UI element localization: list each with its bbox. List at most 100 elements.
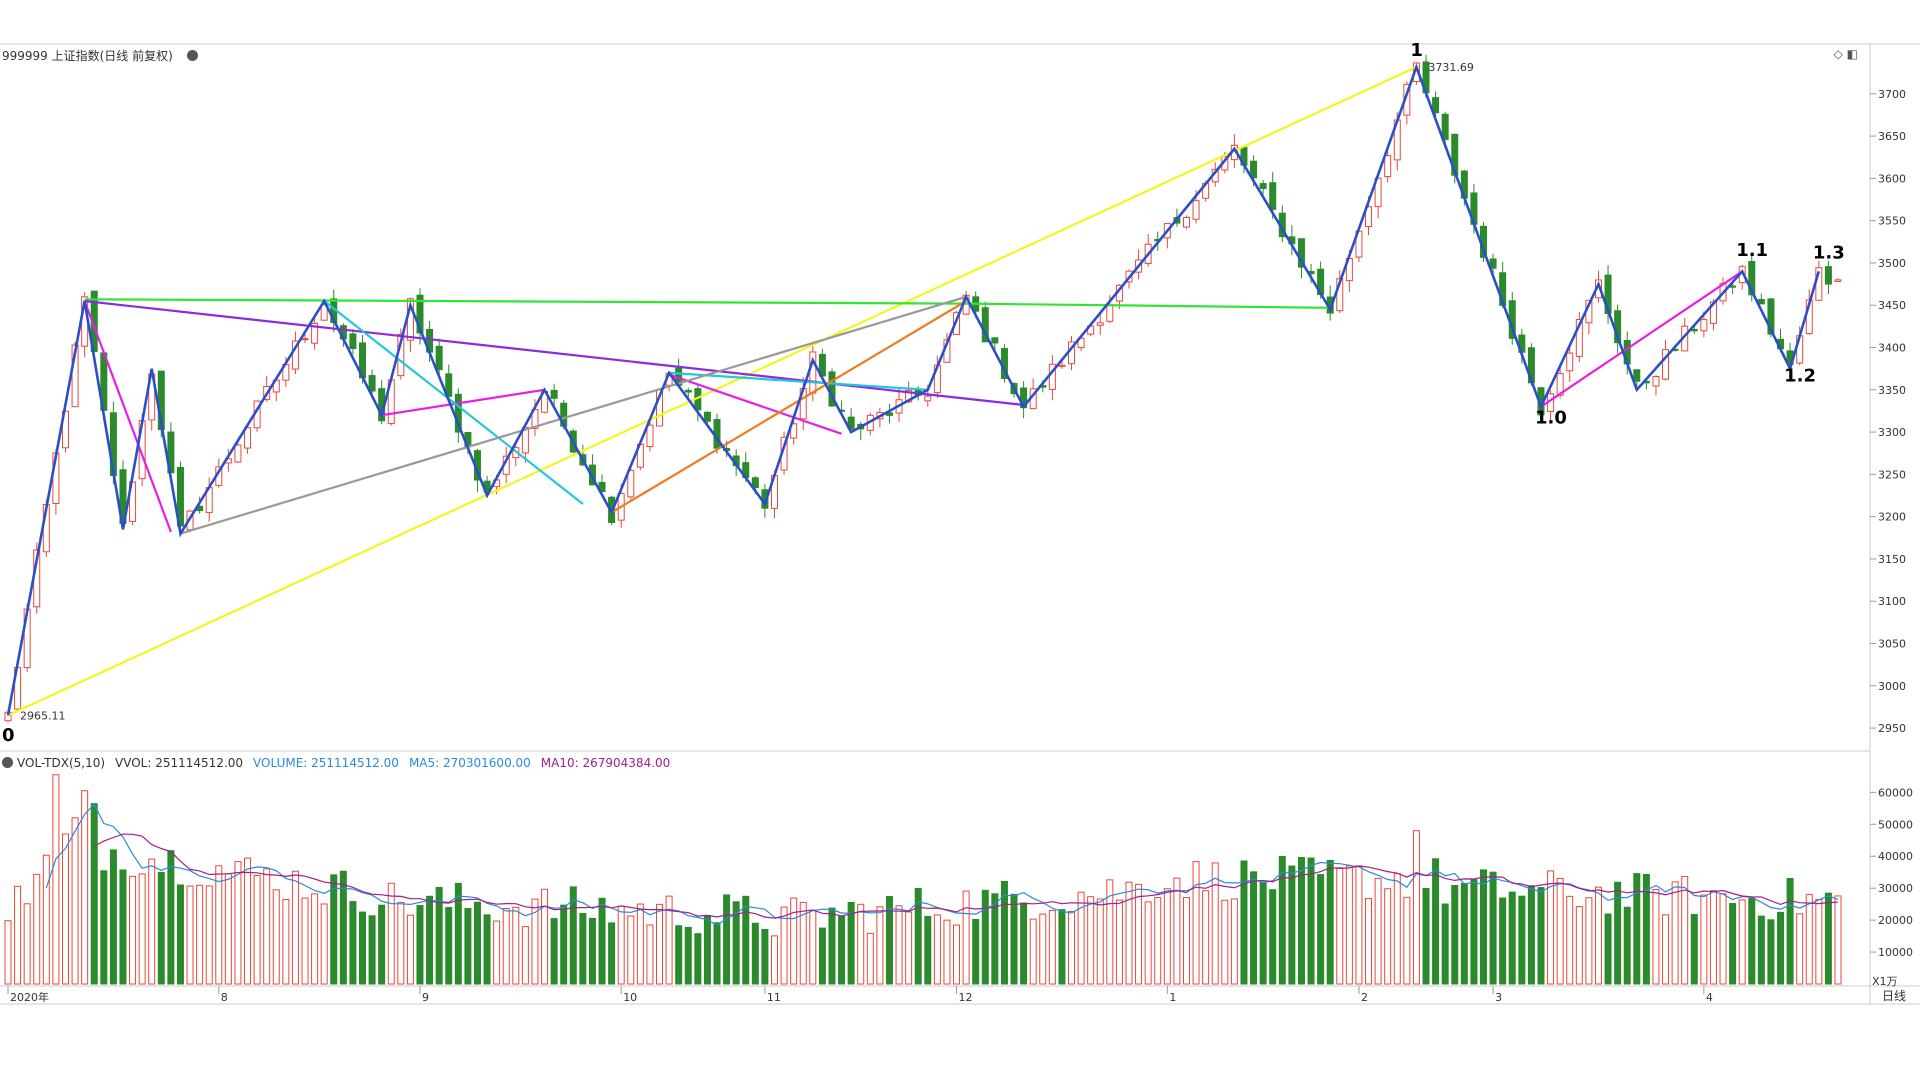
volume-bar <box>1365 898 1373 985</box>
volume-header: VOL-TDX(5,10) VVOL: 251114512.00 VOLUME: 2… <box>2 756 680 770</box>
diamond-icon[interactable]: ◇ <box>1833 47 1843 61</box>
volume-bar <box>368 915 376 985</box>
volume-bar <box>378 904 386 985</box>
volume-bar <box>713 922 721 985</box>
volume-bar <box>464 908 472 985</box>
candle-body <box>550 389 558 399</box>
volume-bar <box>1422 887 1430 985</box>
volume-bar <box>4 920 12 985</box>
month-tick-label: 9 <box>422 991 429 1004</box>
volume-bars <box>4 774 1842 985</box>
candle-body <box>445 373 453 397</box>
volume-bar <box>14 885 22 985</box>
wave-annotations: 0 1 1.0 1.1 1.2 1.3 2965.11 3731.69 <box>2 40 1845 746</box>
volume-bar <box>1048 909 1056 985</box>
volume-bar <box>1250 871 1258 985</box>
volume-settings-icon[interactable] <box>2 757 13 768</box>
candle-body <box>1824 266 1832 285</box>
volume-bar <box>943 919 951 985</box>
volume-bar <box>742 895 750 985</box>
volume-bar <box>1671 881 1679 985</box>
volume-bar <box>933 914 941 985</box>
candle-body <box>703 411 711 422</box>
volume-bar <box>1115 899 1123 985</box>
candle-body <box>1566 352 1574 372</box>
price-tick-label: 3500 <box>1878 257 1906 270</box>
volume-bar <box>598 897 606 985</box>
volume-bar <box>157 871 165 985</box>
extreme-price-label: 2965.11 <box>20 709 66 722</box>
volume-bar <box>311 893 319 985</box>
volume-bar <box>1767 919 1775 985</box>
candle-body <box>1096 322 1104 326</box>
volume-bar <box>1345 865 1353 985</box>
volume-bar <box>608 922 616 985</box>
volume-bar <box>1556 877 1564 985</box>
volume-bar <box>1336 867 1344 985</box>
volume-bar <box>656 903 664 985</box>
volume-bar <box>1594 886 1602 985</box>
volume-bar <box>1508 891 1516 985</box>
volume-bar <box>1834 895 1842 985</box>
volume-bar <box>521 926 529 985</box>
wave-polyline <box>6 63 1821 716</box>
volume-bar <box>272 889 280 985</box>
volume-bar <box>703 914 711 985</box>
volume-bar <box>1805 894 1813 985</box>
volume-bar <box>770 935 778 985</box>
volume-bar <box>627 915 635 985</box>
volume-bar <box>694 933 702 985</box>
candle-body <box>1432 97 1440 114</box>
volume-bar <box>1106 879 1114 985</box>
volume-bar <box>205 885 213 985</box>
candle-body <box>320 304 328 321</box>
volume-bar <box>809 909 817 985</box>
volume-bar <box>838 916 846 985</box>
volume-bar <box>665 895 673 985</box>
candle-body <box>1767 298 1775 335</box>
settings-circle-icon[interactable] <box>186 50 198 61</box>
candle-body <box>1269 182 1277 210</box>
volume-bar <box>857 903 865 985</box>
volume-bar <box>81 790 89 985</box>
volume-bar <box>234 861 242 985</box>
ma5-value: MA5: 270301600.00 <box>408 756 531 770</box>
volume-bar <box>148 858 156 985</box>
volume-bar <box>1642 873 1650 985</box>
chart-title-text: 999999 上证指数(日线 前复权) <box>2 49 173 63</box>
volume-bar <box>1662 914 1670 985</box>
volume-bar <box>972 918 980 985</box>
extreme-price-label: 3731.69 <box>1428 61 1474 74</box>
volume-bar <box>90 803 98 985</box>
volume-bar <box>253 875 261 985</box>
volume-bar <box>1010 893 1018 985</box>
candle-body <box>1058 364 1066 367</box>
volume-bar <box>991 893 999 985</box>
candle-body <box>244 427 252 449</box>
candle-body <box>1182 216 1190 228</box>
candle-body <box>301 338 309 341</box>
candle-body <box>751 477 759 489</box>
volume-bar <box>1288 865 1296 985</box>
volume-bar <box>23 903 31 985</box>
candle-body <box>234 444 242 463</box>
volume-bar <box>818 927 826 985</box>
volume-bar <box>684 926 692 985</box>
volume-bar <box>847 901 855 985</box>
volume-bar <box>1000 880 1008 985</box>
price-tick-label: 3000 <box>1878 680 1906 693</box>
window-icon[interactable]: ◧ <box>1846 47 1858 61</box>
price-axis: 3700 3650 3600 3550 3500 3450 3400 3350 3300 3250… <box>1870 88 1906 735</box>
volume-bar <box>1163 888 1171 985</box>
candle-body <box>1297 238 1305 268</box>
volume-bar <box>1786 878 1794 985</box>
price-tick-label: 2950 <box>1878 722 1906 735</box>
volume-bar <box>876 906 884 985</box>
candle-body <box>1489 258 1497 269</box>
candle-body <box>1575 319 1583 357</box>
volume-bar <box>1681 876 1689 985</box>
volume-bar <box>1384 888 1392 985</box>
volume-bar <box>1058 909 1066 985</box>
candle-body <box>1556 373 1564 396</box>
